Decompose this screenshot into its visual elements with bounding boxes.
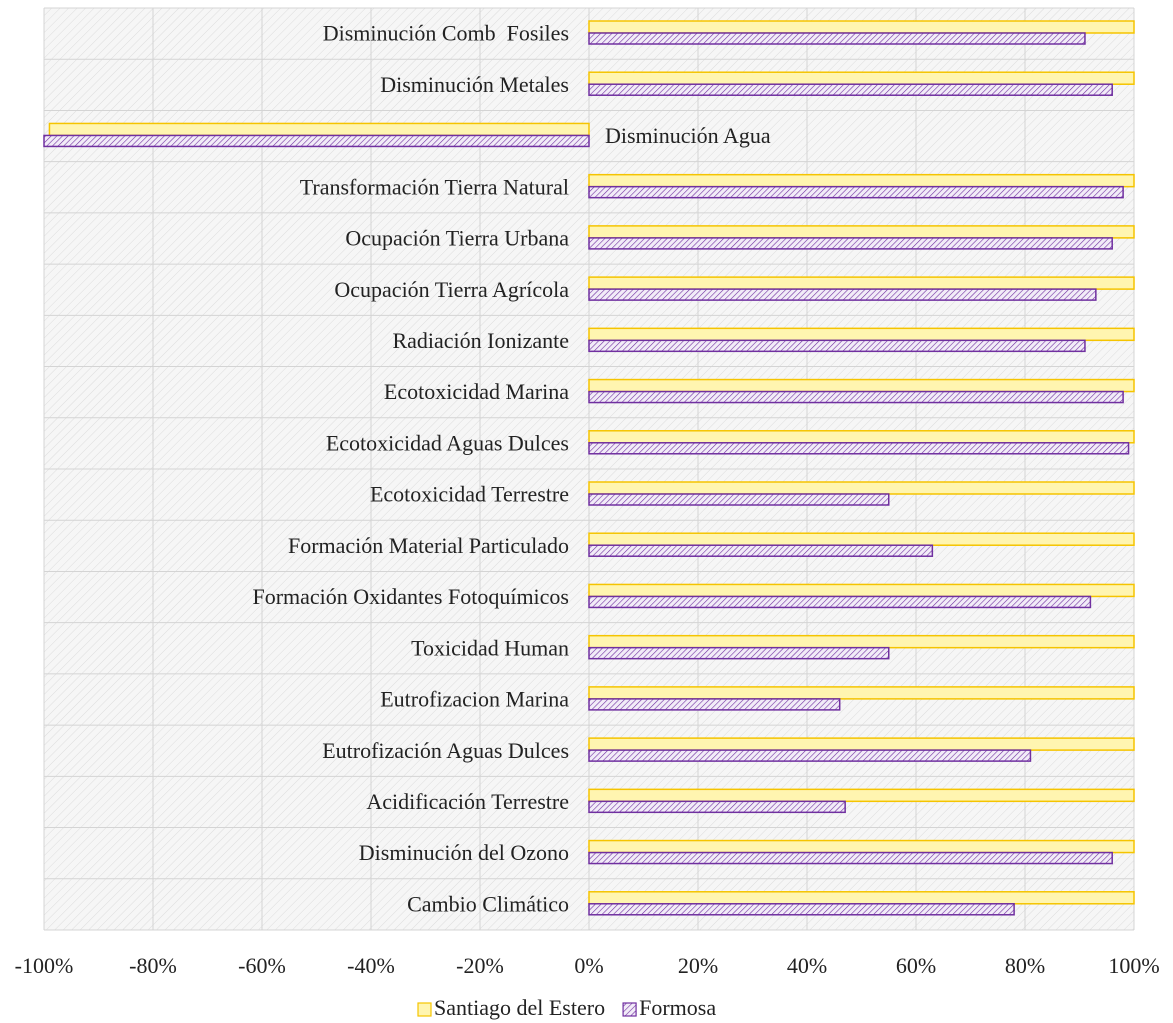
category-label: Formación Oxidantes Fotoquímicos [252, 584, 569, 609]
bar [588, 339, 1086, 353]
category-label: Eutrofización Aguas Dulces [322, 738, 569, 763]
bar [588, 32, 1086, 45]
bar [588, 891, 1135, 905]
bar [588, 532, 1135, 546]
category-label: Ecotoxicidad Aguas Dulces [326, 430, 569, 455]
bar [588, 698, 841, 711]
category-label: Ocupación Tierra Urbana [345, 226, 569, 251]
category-label: Toxicidad Human [411, 635, 569, 660]
category-label: Transformación Tierra Natural [300, 174, 569, 199]
category-label: Formación Material Particulado [288, 533, 569, 558]
category-label: Disminución Metales [380, 72, 569, 97]
bar [588, 788, 1135, 803]
legend-label: Santiago del Estero [434, 995, 605, 1020]
bar [588, 595, 1092, 609]
bar [588, 493, 890, 506]
bar [588, 839, 1135, 854]
category-label: Ecotoxicidad Terrestre [370, 482, 569, 507]
x-tick-label: 100% [1108, 953, 1159, 978]
bar [588, 83, 1113, 96]
x-tick-label: -80% [129, 953, 177, 978]
x-tick-label: -100% [15, 953, 74, 978]
bar [43, 134, 590, 148]
bar [588, 442, 1130, 455]
legend-label: Formosa [639, 995, 716, 1020]
bar [588, 851, 1113, 865]
bar [588, 225, 1135, 239]
category-label: Disminución del Ozono [359, 840, 569, 865]
bar [588, 430, 1135, 444]
bar [588, 173, 1135, 188]
category-label: Radiación Ionizante [392, 328, 569, 353]
bar [588, 686, 1135, 700]
category-label: Disminución Comb Fosiles [323, 21, 569, 46]
bar [588, 749, 1032, 762]
legend-swatch [417, 1002, 432, 1017]
bar [588, 327, 1135, 342]
bar [588, 634, 1135, 649]
bar [588, 903, 1015, 916]
x-tick-label: 0% [574, 953, 603, 978]
bar [588, 544, 934, 557]
bar [588, 288, 1097, 301]
bar [588, 378, 1135, 393]
x-tick-label: 60% [896, 953, 936, 978]
x-tick-label: -40% [347, 953, 395, 978]
x-tick-label: -60% [238, 953, 286, 978]
bar [588, 20, 1135, 34]
category-label: Ocupación Tierra Agrícola [334, 277, 569, 302]
category-label: Ecotoxicidad Marina [384, 379, 569, 404]
x-tick-label: -20% [456, 953, 504, 978]
x-tick-label: 20% [678, 953, 718, 978]
bar [588, 481, 1135, 495]
bar [588, 800, 846, 814]
category-label: Eutrofizacion Marina [380, 687, 569, 712]
bar [588, 276, 1135, 290]
bar [588, 390, 1124, 404]
category-label: Cambio Climático [407, 891, 569, 916]
x-tick-label: 80% [1005, 953, 1045, 978]
legend-swatch [622, 1002, 637, 1017]
bar [48, 122, 590, 137]
bar [588, 237, 1113, 250]
x-tick-label: 40% [787, 953, 827, 978]
bar [588, 71, 1135, 85]
bar [588, 737, 1135, 751]
bar [588, 583, 1135, 598]
bar [588, 646, 890, 660]
category-label: Disminución Agua [605, 123, 771, 148]
category-label: Acidificación Terrestre [366, 789, 569, 814]
bar [588, 185, 1124, 199]
